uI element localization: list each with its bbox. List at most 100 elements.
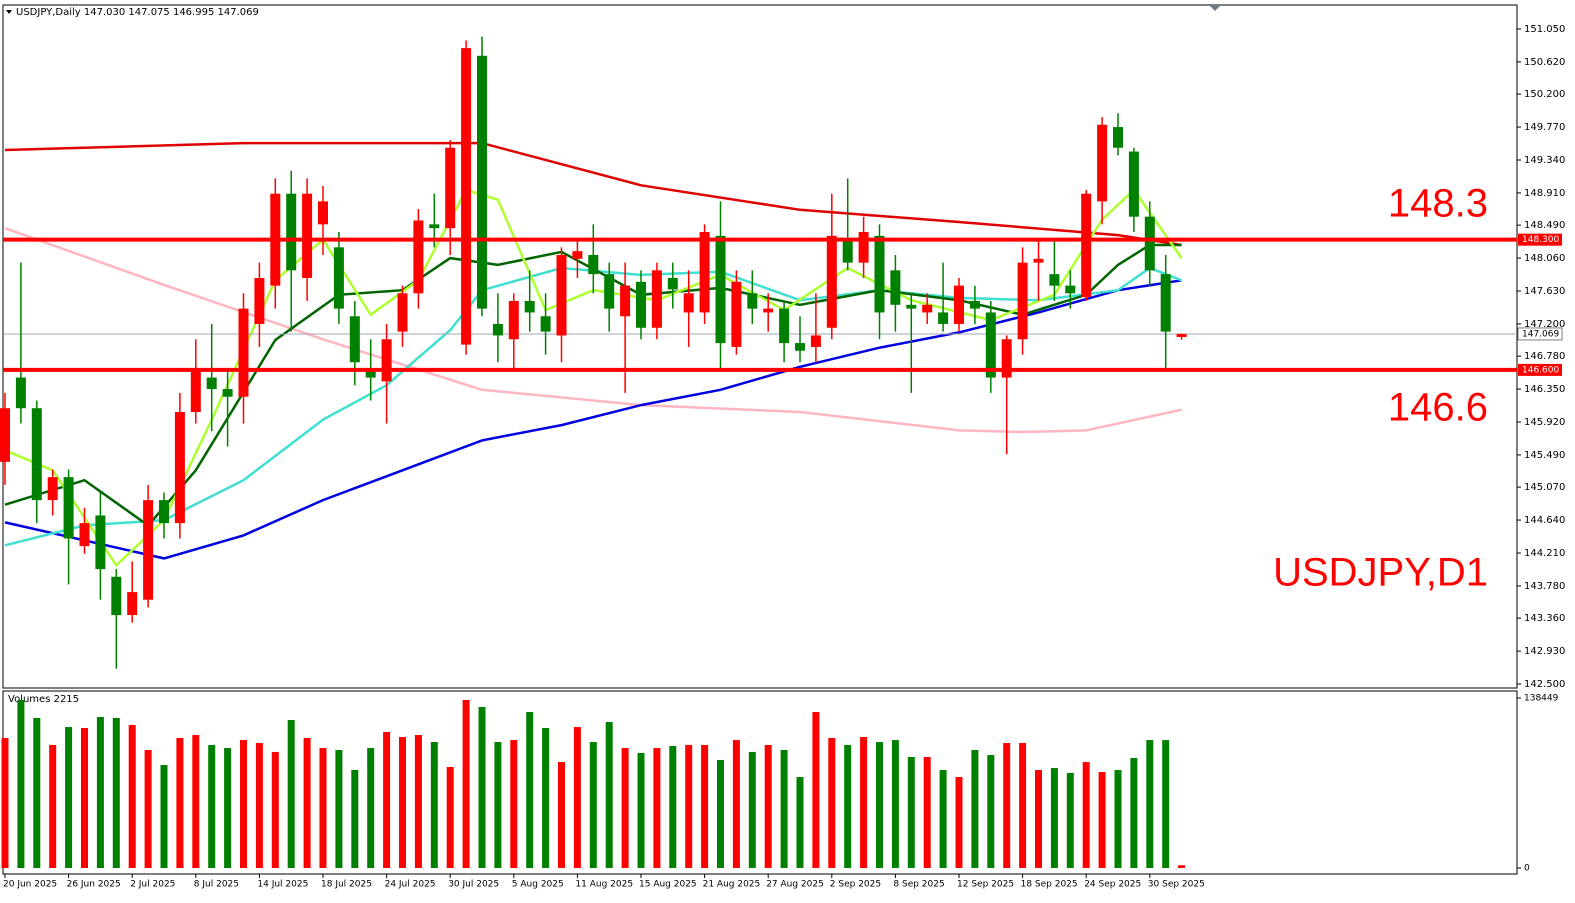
volume-bar	[732, 740, 740, 868]
candle-body	[190, 369, 201, 413]
y-tick-label: 0	[1524, 864, 1530, 874]
candle-body	[540, 316, 551, 332]
x-tick-label: 30 Jul 2025	[448, 880, 499, 890]
candle-body	[1081, 193, 1092, 298]
candle-body	[143, 500, 154, 600]
y-tick-label: 143.360	[1524, 613, 1565, 624]
volume-bar	[573, 727, 581, 868]
candle-body	[524, 300, 535, 313]
volume-bar	[65, 727, 73, 868]
candle-body	[333, 247, 344, 309]
y-tick-label: 142.500	[1524, 679, 1565, 690]
y-tick-label: 151.050	[1524, 24, 1565, 35]
volume-title: Volumes 2215	[8, 694, 79, 705]
volume-bar	[1003, 743, 1011, 868]
y-tick-label: 145.490	[1524, 450, 1565, 461]
volume-bar	[876, 742, 883, 868]
moving-average	[4, 279, 1182, 560]
volume-bar	[33, 717, 41, 868]
candle-body	[127, 592, 138, 616]
volume-bar	[1, 737, 9, 868]
last-price-tag	[1517, 327, 1563, 341]
moving-average	[4, 141, 1182, 247]
volume-bar	[939, 770, 947, 868]
last-price-label: 147.069	[1522, 329, 1559, 339]
candle-body	[572, 251, 583, 259]
candle-body	[985, 312, 996, 378]
y-tick-label: 146.350	[1524, 384, 1565, 395]
x-tick-label: 27 Aug 2025	[766, 880, 824, 890]
volume-bar	[176, 737, 184, 868]
volume-bar	[192, 735, 200, 868]
shift-marker	[1210, 6, 1220, 11]
x-tick-label: 15 Aug 2025	[639, 880, 697, 890]
x-tick-label: 20 Jun 2025	[3, 880, 57, 890]
level-tag	[1518, 233, 1562, 246]
volume-bar	[542, 728, 550, 868]
y-tick-label: 145.070	[1524, 482, 1565, 493]
x-tick-label: 5 Aug 2025	[512, 880, 564, 890]
price-panel	[2, 4, 1518, 689]
x-tick-label: 2 Jul 2025	[130, 880, 175, 890]
volume-bar	[17, 700, 25, 868]
candle-body	[63, 477, 74, 539]
volume-bar	[701, 744, 709, 868]
volume-bar	[96, 716, 104, 868]
volume-bar	[255, 743, 263, 868]
volume-bar	[748, 751, 756, 868]
volume-bar	[685, 744, 693, 868]
volume-bar	[1114, 770, 1122, 868]
volume-bar	[81, 728, 88, 868]
volume-bar	[717, 759, 724, 868]
candle-body	[556, 254, 567, 336]
volume-bar	[414, 735, 422, 868]
x-tick-label: 8 Sep 2025	[893, 880, 944, 890]
candle-body	[779, 308, 790, 344]
annotation: USDJPY,D1	[1273, 551, 1488, 595]
candle-body	[1001, 339, 1012, 378]
volume-bar	[1162, 740, 1170, 868]
candle-body	[906, 304, 917, 309]
volume-bar	[1130, 757, 1138, 868]
candle-body	[810, 335, 821, 347]
volume-bar	[637, 752, 645, 868]
candle-body	[826, 235, 837, 328]
candle-body	[206, 377, 217, 390]
candle-body	[238, 308, 249, 397]
candle-body	[1065, 285, 1076, 294]
candle-body	[397, 293, 408, 332]
candle-body	[604, 274, 615, 309]
candle-body	[731, 281, 742, 347]
candle-body	[858, 232, 869, 263]
x-tick-label: 11 Aug 2025	[575, 880, 633, 890]
y-tick-label: 145.920	[1524, 417, 1565, 428]
candle-body	[1049, 274, 1060, 286]
y-tick-label: 146.780	[1524, 351, 1565, 362]
candle-body	[31, 408, 42, 501]
volume-bar	[1082, 762, 1090, 868]
y-tick-label: 147.200	[1524, 319, 1565, 330]
candle-body	[795, 343, 805, 351]
volume-bar	[478, 707, 486, 868]
volume-bar	[383, 731, 391, 868]
candle-body	[1097, 124, 1108, 202]
candle-body	[254, 277, 265, 324]
y-tick-label: 148.490	[1524, 220, 1565, 231]
level-tag-label: 148.300	[1522, 235, 1559, 245]
x-tick-label: 24 Jul 2025	[385, 880, 436, 890]
volume-bar	[1098, 771, 1106, 868]
candle-body	[286, 193, 297, 271]
volume-bar	[367, 748, 375, 868]
volume-bar	[287, 720, 295, 868]
candle-body	[1128, 151, 1139, 217]
volume-bar	[335, 749, 343, 868]
volume-bar	[319, 748, 327, 868]
volume-bar	[462, 700, 470, 868]
volume-bar	[160, 764, 168, 868]
candle-body	[890, 270, 901, 305]
volume-bar	[1178, 865, 1186, 868]
y-tick-label: 148.910	[1524, 188, 1565, 199]
x-tick-label: 18 Sep 2025	[1021, 880, 1078, 890]
candle-body	[1144, 216, 1155, 271]
annotation: 146.6	[1388, 386, 1488, 430]
